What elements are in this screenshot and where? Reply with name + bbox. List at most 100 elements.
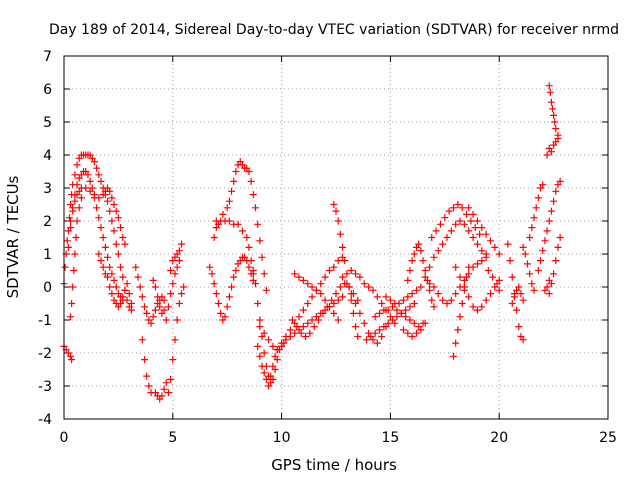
data-point — [230, 273, 238, 281]
data-point — [460, 220, 468, 228]
data-point — [325, 303, 333, 311]
data-point — [406, 316, 414, 324]
data-point — [108, 217, 116, 225]
data-point — [223, 204, 231, 212]
data-point — [299, 306, 307, 314]
x-axis-label: GPS time / hours — [271, 456, 397, 474]
data-point — [545, 276, 553, 284]
data-point — [463, 210, 471, 218]
data-point — [175, 257, 183, 265]
data-point — [515, 323, 523, 331]
data-point — [175, 247, 183, 255]
data-point — [112, 283, 120, 291]
data-point — [556, 177, 564, 185]
data-point — [65, 214, 73, 222]
data-point — [297, 329, 305, 337]
data-point — [543, 227, 551, 235]
data-point — [367, 333, 375, 340]
data-point — [484, 267, 492, 274]
data-point — [117, 300, 125, 307]
data-point — [267, 372, 275, 380]
data-point — [114, 214, 122, 222]
data-point — [106, 263, 114, 271]
data-point — [315, 316, 323, 324]
data-point — [441, 214, 449, 222]
y-tick-label: 2 — [43, 214, 52, 230]
data-point — [417, 326, 425, 334]
data-point — [473, 240, 481, 248]
data-point — [212, 290, 220, 298]
data-point — [415, 240, 423, 248]
data-point — [349, 309, 357, 317]
data-point — [399, 326, 407, 334]
data-point — [482, 296, 490, 304]
data-point — [476, 230, 484, 238]
data-point — [378, 300, 386, 307]
data-point — [469, 303, 477, 311]
data-point — [478, 224, 486, 232]
data-point — [219, 210, 227, 218]
data-point — [254, 220, 262, 228]
data-point — [145, 382, 153, 390]
data-point — [138, 336, 146, 344]
data-point — [360, 280, 368, 288]
data-point — [395, 300, 403, 307]
data-point — [86, 187, 94, 195]
x-tick-label: 25 — [599, 430, 617, 446]
data-point — [228, 187, 236, 195]
data-point — [382, 293, 390, 301]
data-point — [304, 280, 312, 288]
data-point — [404, 276, 412, 284]
data-point — [162, 379, 170, 387]
data-point — [93, 204, 101, 212]
data-point — [67, 352, 75, 360]
data-point — [302, 333, 310, 340]
data-point — [380, 323, 388, 331]
data-point — [519, 336, 527, 344]
data-point — [225, 217, 233, 225]
data-point — [132, 263, 140, 271]
data-point — [67, 313, 75, 321]
data-point — [260, 329, 268, 337]
data-point — [473, 260, 481, 268]
data-point — [70, 267, 78, 274]
data-point — [543, 151, 551, 159]
data-point — [123, 280, 131, 288]
data-point — [486, 290, 494, 298]
data-point — [454, 326, 462, 334]
data-point — [371, 313, 379, 321]
y-tick-label: 4 — [43, 148, 52, 164]
data-point — [262, 375, 270, 383]
data-point — [269, 342, 277, 350]
data-point — [90, 191, 98, 199]
data-point — [258, 362, 266, 370]
data-point — [64, 243, 72, 251]
data-point — [434, 290, 442, 298]
data-point — [410, 300, 418, 307]
data-point — [149, 313, 157, 321]
data-point — [164, 389, 172, 397]
data-point — [167, 375, 175, 383]
data-point — [528, 280, 536, 288]
data-point — [68, 356, 76, 364]
data-point — [299, 323, 307, 331]
data-point — [154, 293, 162, 301]
data-point — [286, 326, 294, 334]
data-point — [180, 283, 188, 291]
data-point — [434, 247, 442, 255]
data-point — [332, 290, 340, 298]
data-point — [478, 257, 486, 265]
data-point — [478, 247, 486, 255]
data-point — [258, 253, 266, 261]
data-point — [73, 181, 81, 189]
data-point — [534, 267, 542, 274]
data-point — [399, 296, 407, 304]
data-point — [151, 283, 159, 291]
data-point — [265, 382, 273, 390]
data-point — [119, 234, 127, 241]
data-point — [408, 257, 416, 265]
data-point — [456, 313, 464, 321]
data-point — [554, 243, 562, 251]
data-point — [471, 224, 479, 232]
data-point — [430, 303, 438, 311]
